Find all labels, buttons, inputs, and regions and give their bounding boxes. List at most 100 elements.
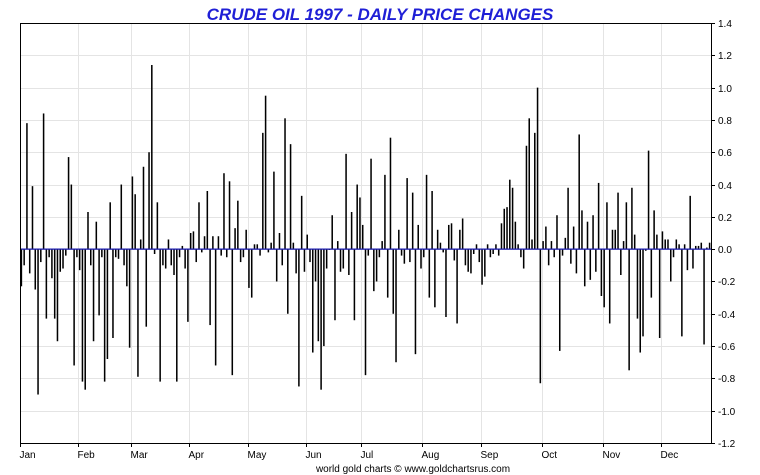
x-tick-label: Jun	[306, 450, 322, 461]
bar	[500, 223, 503, 250]
bar	[620, 249, 622, 275]
bar	[470, 249, 472, 274]
bar	[575, 249, 578, 274]
bar	[134, 194, 136, 250]
bar	[378, 249, 381, 258]
y-tick-label: 1.0	[718, 84, 732, 95]
bar	[581, 210, 583, 250]
bar	[292, 242, 295, 250]
bars	[20, 65, 711, 395]
bar	[109, 202, 111, 250]
bar	[198, 202, 200, 250]
bar	[633, 234, 636, 250]
bar	[345, 153, 347, 250]
bar	[461, 218, 464, 250]
bar	[225, 249, 228, 258]
bar	[87, 212, 89, 250]
bar	[492, 249, 494, 254]
bar	[281, 249, 284, 266]
bar	[81, 249, 84, 382]
bar	[595, 249, 597, 272]
y-tick-label: 0.8	[718, 116, 732, 127]
bar	[694, 245, 697, 250]
bar	[78, 249, 81, 271]
bar	[653, 210, 655, 250]
bar	[367, 249, 370, 256]
bar	[506, 207, 508, 250]
bar	[603, 249, 605, 308]
bar	[217, 236, 220, 250]
bar	[417, 224, 419, 250]
bar	[170, 249, 173, 266]
bar	[431, 191, 433, 250]
bar	[678, 244, 680, 250]
bar	[173, 249, 175, 275]
bar	[65, 249, 67, 256]
chart-title: CRUDE OIL 1997 - DAILY PRICE CHANGES	[207, 5, 554, 24]
y-tick-label: -0.4	[718, 310, 736, 321]
bar	[636, 249, 639, 319]
bar	[708, 242, 711, 250]
y-tick-label: 1.2	[718, 51, 732, 62]
bar	[606, 202, 608, 250]
y-tick-label: 0.0	[718, 245, 732, 256]
bar	[76, 249, 78, 258]
bar	[628, 249, 630, 371]
bar	[475, 244, 478, 250]
bar	[320, 249, 322, 390]
bar	[697, 245, 700, 250]
bar	[400, 249, 403, 256]
bar	[481, 249, 483, 285]
bar	[472, 249, 475, 254]
bar	[126, 249, 128, 287]
bar	[534, 132, 536, 250]
bar	[689, 195, 691, 250]
bar	[62, 249, 64, 269]
bar	[656, 234, 658, 250]
x-tick-label: Feb	[78, 450, 96, 461]
bar	[334, 249, 336, 321]
bar	[189, 233, 192, 250]
x-tick-label: Jul	[361, 450, 374, 461]
bar	[153, 249, 156, 254]
bar	[31, 186, 34, 250]
bar	[278, 233, 281, 250]
bar	[600, 249, 603, 296]
bar	[101, 249, 103, 258]
bar	[567, 187, 569, 250]
bar	[617, 192, 619, 250]
bar	[650, 249, 653, 298]
bar	[683, 244, 686, 250]
bar	[42, 113, 45, 250]
bar	[256, 244, 259, 250]
bar	[120, 184, 123, 250]
bar	[264, 95, 267, 250]
bar	[558, 249, 561, 351]
bar	[20, 249, 23, 287]
bar	[203, 236, 206, 250]
bar	[531, 239, 533, 250]
y-tick-label: 0.4	[718, 181, 732, 192]
bar	[239, 249, 242, 263]
bar	[248, 249, 250, 288]
bar	[489, 249, 492, 258]
bar	[539, 249, 542, 384]
bar	[503, 208, 506, 250]
bar	[151, 65, 153, 250]
bar	[536, 87, 539, 250]
x-tick-label: Jan	[20, 450, 36, 461]
bar	[214, 249, 217, 366]
y-tick-label: -1.0	[718, 407, 736, 418]
bar	[484, 249, 486, 277]
bar	[45, 249, 48, 319]
bar	[228, 181, 231, 250]
bar	[84, 249, 86, 390]
bar	[59, 249, 62, 272]
bar	[159, 249, 161, 382]
bar	[545, 226, 547, 250]
y-tick-label: -0.8	[718, 374, 736, 385]
bar	[34, 249, 37, 290]
bar	[670, 249, 672, 282]
bar	[464, 249, 467, 266]
bar	[306, 234, 308, 250]
